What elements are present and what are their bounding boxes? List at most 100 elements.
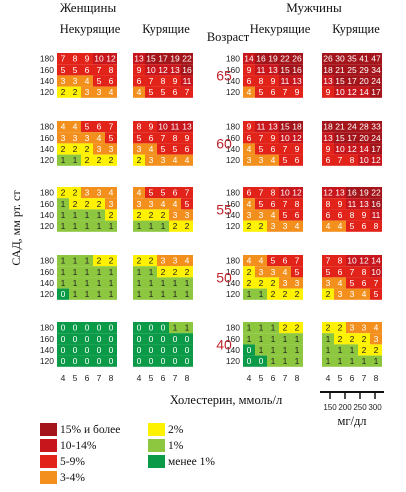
sbp-tick-label: 180	[226, 54, 240, 64]
risk-value: 5	[295, 267, 300, 277]
risk-cell	[243, 86, 255, 98]
risk-cell	[291, 255, 303, 267]
risk-value: 9	[137, 65, 142, 75]
risk-cell	[133, 143, 145, 155]
risk-value: 3	[109, 144, 114, 154]
risk-value: 3	[109, 199, 114, 209]
risk-value: 7	[61, 54, 66, 64]
risk-value: 0	[73, 345, 78, 355]
risk-value: 13	[268, 122, 278, 132]
risk-cell	[267, 333, 279, 345]
sbp-tick-label: 160	[226, 199, 240, 209]
risk-cell	[291, 333, 303, 345]
risk-value: 6	[326, 210, 331, 220]
risk-value: 7	[185, 188, 190, 198]
cholesterol-tick-label: 5	[259, 373, 264, 383]
risk-value: 9	[326, 144, 331, 154]
risk-cell	[69, 53, 81, 65]
risk-cell	[133, 322, 145, 334]
risk-value: 0	[61, 289, 66, 299]
risk-cell	[169, 143, 181, 155]
risk-value: 1	[85, 278, 90, 288]
risk-value: 8	[326, 199, 331, 209]
risk-cell	[243, 220, 255, 232]
risk-value: 2	[61, 144, 66, 154]
risk-value: 1	[85, 210, 90, 220]
risk-cell	[291, 187, 303, 199]
risk-value: 1	[137, 267, 142, 277]
risk-value: 3	[85, 188, 90, 198]
women-nonsmoking-age-65: 7 8 9 10 125 5 6 7 83 3 4 5 62 2 3 3 4	[57, 53, 117, 98]
risk-value: 0	[149, 323, 154, 333]
risk-value: 15	[280, 122, 290, 132]
risk-value: 1	[326, 356, 331, 366]
risk-cell	[370, 355, 382, 367]
sbp-tick-label: 140	[226, 76, 240, 86]
risk-cell	[145, 255, 157, 267]
risk-value: 5	[259, 199, 264, 209]
risk-cell	[93, 53, 105, 65]
risk-cell	[279, 86, 291, 98]
risk-cell	[370, 333, 382, 345]
risk-value: 3	[85, 133, 90, 143]
risk-cell	[279, 322, 291, 334]
risk-value: 12	[158, 65, 168, 75]
risk-value: 4	[271, 210, 276, 220]
risk-value: 10	[158, 122, 168, 132]
risk-cell	[358, 75, 370, 87]
age-label: 60	[216, 135, 232, 151]
sbp-tick-label: 160	[226, 133, 240, 143]
risk-cell	[243, 266, 255, 278]
risk-cell	[133, 288, 145, 300]
risk-value: 0	[185, 345, 190, 355]
risk-cell	[346, 255, 358, 267]
risk-cell	[291, 86, 303, 98]
risk-cell	[279, 255, 291, 267]
risk-cell	[322, 344, 334, 356]
risk-value: 12	[106, 54, 116, 64]
risk-value: 13	[182, 122, 192, 132]
risk-cell	[346, 322, 358, 334]
risk-cell	[346, 53, 358, 65]
risk-cell	[181, 64, 193, 76]
risk-value: 1	[97, 289, 102, 299]
legend-label: 5-9%	[60, 456, 85, 468]
risk-cell	[57, 355, 69, 367]
risk-cell	[370, 132, 382, 144]
risk-value: 13	[292, 76, 302, 86]
risk-cell	[69, 322, 81, 334]
risk-cell	[322, 333, 334, 345]
risk-value: 5	[137, 133, 142, 143]
risk-cell	[267, 187, 279, 199]
risk-cell	[322, 255, 334, 267]
risk-cell	[181, 121, 193, 133]
risk-cell	[334, 266, 346, 278]
risk-value: 2	[283, 289, 288, 299]
risk-cell	[346, 209, 358, 221]
risk-value: 3	[295, 278, 300, 288]
risk-value: 1	[283, 334, 288, 344]
risk-value: 30	[335, 54, 345, 64]
sbp-tick-label: 120	[40, 289, 54, 299]
risk-cell	[133, 277, 145, 289]
risk-value: 4	[137, 87, 142, 97]
risk-cell	[157, 132, 169, 144]
legend-label: 10-14%	[60, 440, 97, 452]
risk-value: 1	[259, 334, 264, 344]
risk-cell	[169, 220, 181, 232]
risk-value: 3	[61, 76, 66, 86]
risk-value: 0	[85, 356, 90, 366]
risk-value: 1	[161, 289, 166, 299]
risk-value: 17	[347, 133, 357, 143]
risk-value: 3	[259, 267, 264, 277]
cholesterol-tick-label: 6	[85, 373, 90, 383]
risk-value: 5	[73, 65, 78, 75]
risk-cell	[181, 266, 193, 278]
risk-value: 3	[97, 188, 102, 198]
risk-value: 1	[97, 278, 102, 288]
risk-cell	[255, 132, 267, 144]
risk-value: 8	[259, 76, 264, 86]
risk-cell	[267, 322, 279, 334]
risk-value: 5	[259, 144, 264, 154]
risk-value: 1	[97, 210, 102, 220]
